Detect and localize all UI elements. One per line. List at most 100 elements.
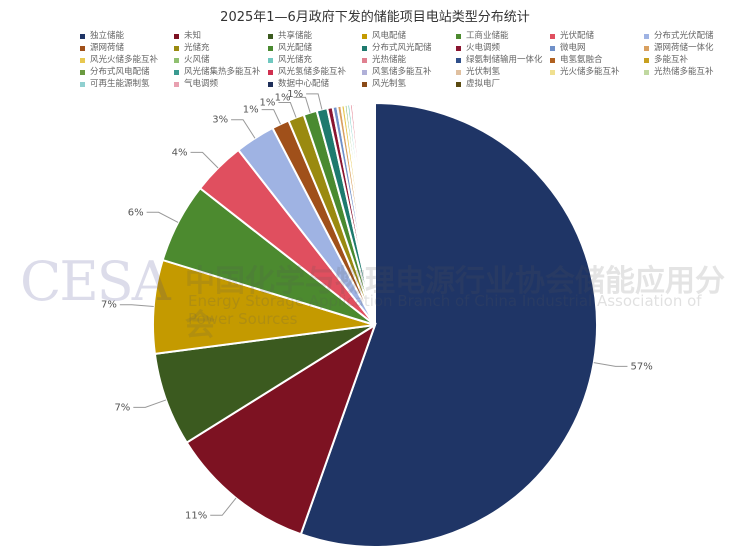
legend-item[interactable]: 风光氢储多能互补	[268, 67, 362, 78]
legend-item[interactable]: 源网荷储	[80, 43, 174, 54]
legend-item[interactable]: 风氢储多能互补	[362, 67, 456, 78]
legend-item[interactable]: 分布式风电配储	[80, 67, 174, 78]
label-leader-line	[133, 399, 167, 408]
legend-item[interactable]: 分布式光伏配储	[644, 31, 738, 42]
legend-label: 风氢储多能互补	[372, 67, 432, 77]
legend-label: 源网荷储一体化	[654, 43, 714, 53]
legend-swatch	[644, 70, 649, 75]
legend-item[interactable]: 共享储能	[268, 31, 362, 42]
legend-item[interactable]: 数据中心配储	[268, 79, 362, 90]
data-label: 4%	[172, 147, 188, 158]
legend-label: 光伏制氢	[466, 67, 501, 77]
legend-label: 火风储	[184, 55, 210, 65]
legend-item[interactable]: 风光配储	[268, 43, 362, 54]
legend-swatch	[456, 70, 461, 75]
legend-swatch	[268, 82, 273, 87]
label-leader-line	[261, 109, 281, 125]
chart-title: 2025年1—6月政府下发的储能项目电站类型分布统计	[220, 10, 530, 25]
data-label: 1%	[287, 89, 303, 100]
legend-item[interactable]: 电氢氨融合	[550, 55, 644, 66]
legend-label: 风光储集热多能互补	[184, 67, 261, 77]
legend-swatch	[80, 34, 85, 39]
legend-label: 多能互补	[654, 55, 689, 65]
legend-item[interactable]: 光伏制氢	[456, 67, 550, 78]
legend-label: 电氢氨融合	[560, 55, 603, 65]
legend-item[interactable]: 虚拟电厂	[456, 79, 550, 90]
legend-label: 独立储能	[90, 31, 125, 41]
label-leader-line	[119, 304, 154, 308]
legend-label: 分布式风光配储	[372, 43, 432, 53]
legend-swatch	[550, 34, 555, 39]
label-leader-line	[231, 119, 256, 139]
legend-item[interactable]: 多能互补	[644, 55, 738, 66]
legend-swatch	[174, 70, 179, 75]
legend-swatch	[268, 58, 273, 63]
legend-item[interactable]: 火电调频	[456, 43, 550, 54]
legend-item[interactable]: 火风储	[174, 55, 268, 66]
legend-label: 分布式光伏配储	[654, 31, 714, 41]
watermark-cn: 中国化学与物理电源行业协会储能应用分会	[185, 264, 725, 343]
legend: 独立储能 未知 共享储能 风电配储 工商业储能 光伏配储 分布式光伏配储源网荷储 光储充 风光配…	[80, 31, 740, 90]
legend-item[interactable]: 光热储能	[362, 55, 456, 66]
legend-item[interactable]: 风光储集热多能互补	[174, 67, 268, 78]
legend-swatch	[362, 58, 367, 63]
legend-item[interactable]: 光火储多能互补	[550, 67, 644, 78]
legend-swatch	[268, 70, 273, 75]
data-label: 6%	[128, 207, 144, 218]
legend-swatch	[174, 46, 179, 51]
legend-item[interactable]: 微电网	[550, 43, 644, 54]
legend-swatch	[644, 34, 649, 39]
legend-label: 分布式风电配储	[90, 67, 150, 77]
legend-swatch	[80, 58, 85, 63]
legend-swatch	[644, 58, 649, 63]
legend-swatch	[80, 82, 85, 87]
legend-item[interactable]: 气电调频	[174, 79, 268, 90]
legend-label: 源网荷储	[90, 43, 125, 53]
legend-swatch	[174, 58, 179, 63]
legend-item[interactable]: 独立储能	[80, 31, 174, 42]
legend-item[interactable]: 光伏配储	[550, 31, 644, 42]
legend-swatch	[268, 34, 273, 39]
legend-label: 可再生能源制氢	[90, 79, 150, 89]
legend-swatch	[362, 70, 367, 75]
legend-item[interactable]: 源网荷储一体化	[644, 43, 738, 54]
legend-item[interactable]: 风光储充	[268, 55, 362, 66]
legend-item[interactable]: 绿氨制储输用一体化	[456, 55, 550, 66]
data-label: 1%	[275, 92, 291, 103]
legend-item[interactable]: 风电配储	[362, 31, 456, 42]
label-leader-line	[190, 151, 219, 169]
legend-label: 火电调频	[466, 43, 501, 53]
legend-item[interactable]: 风光制氢	[362, 79, 456, 90]
label-leader-line	[293, 96, 311, 113]
legend-swatch	[550, 58, 555, 63]
legend-label: 气电调频	[184, 79, 219, 89]
data-label: 7%	[101, 300, 117, 311]
data-label: 1%	[260, 98, 276, 109]
pie-slice	[299, 101, 598, 548]
legend-swatch	[362, 82, 367, 87]
legend-label: 共享储能	[278, 31, 313, 41]
data-label: 57%	[630, 361, 652, 372]
legend-swatch	[644, 46, 649, 51]
legend-item[interactable]: 可再生能源制氢	[80, 79, 174, 90]
data-label: 7%	[114, 402, 130, 413]
legend-label: 风光储充	[278, 55, 313, 65]
legend-item[interactable]: 光热储多能互补	[644, 67, 738, 78]
data-label: 3%	[212, 115, 228, 126]
legend-item[interactable]: 分布式风光配储	[362, 43, 456, 54]
label-leader-line	[306, 93, 323, 110]
legend-item[interactable]: 光储充	[174, 43, 268, 54]
legend-label: 风光氢储多能互补	[278, 67, 347, 77]
legend-item[interactable]: 工商业储能	[456, 31, 550, 42]
legend-label: 风光配储	[278, 43, 313, 53]
legend-label: 数据中心配储	[278, 79, 330, 89]
legend-label: 光伏配储	[560, 31, 595, 41]
label-leader-line	[146, 211, 179, 223]
legend-label: 工商业储能	[466, 31, 509, 41]
legend-item[interactable]: 风光火储多能互补	[80, 55, 174, 66]
legend-item[interactable]: 未知	[174, 31, 268, 42]
legend-swatch	[362, 34, 367, 39]
legend-label: 微电网	[560, 43, 586, 53]
